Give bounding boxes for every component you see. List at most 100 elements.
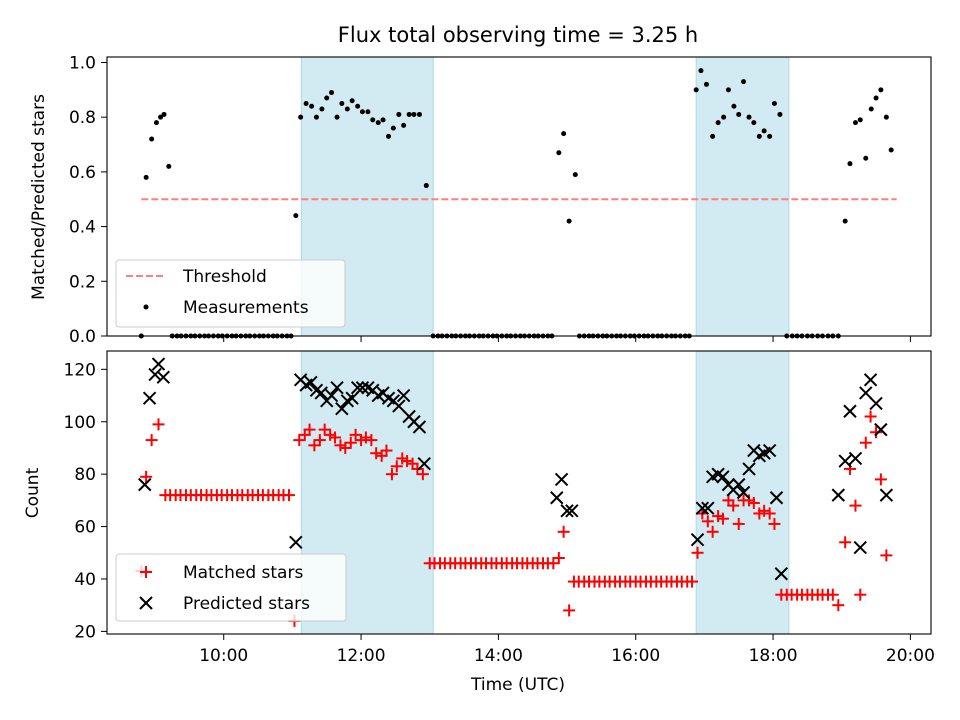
predicted-star-point — [859, 386, 873, 400]
predicted-star-point — [560, 504, 574, 518]
predicted-star-point — [853, 540, 867, 555]
matched-star-point — [557, 525, 570, 538]
measurement-point — [703, 81, 709, 87]
measurement-point — [756, 133, 762, 139]
top-shaded-interval — [695, 56, 790, 337]
bottom-ytick-label: 20 — [74, 622, 96, 642]
predicted-star-point — [736, 485, 751, 500]
measurement-point — [572, 172, 578, 178]
measurement-point — [309, 103, 315, 109]
measurement-point — [698, 68, 704, 74]
predicted-star-point — [392, 399, 406, 413]
matched-star-point — [691, 546, 704, 559]
matched-star-point — [732, 517, 745, 530]
measurement-point — [888, 147, 894, 153]
measurement-point — [406, 111, 412, 117]
top-ytick-label: 0.2 — [69, 272, 96, 292]
predicted-star-point — [732, 477, 746, 492]
matched-star-point — [563, 604, 576, 617]
top-ytick-label: 0.8 — [69, 108, 96, 128]
matched-star-point — [313, 434, 326, 447]
measurement-point — [365, 109, 371, 115]
measurement-point — [868, 106, 874, 112]
measurement-point — [390, 125, 396, 131]
measurement-point — [416, 111, 422, 117]
matched-star-point — [763, 507, 776, 520]
measurement-point — [359, 109, 365, 115]
matched-star-point — [293, 434, 306, 447]
predicted-star-point — [350, 380, 365, 395]
predicted-star-point — [412, 420, 427, 434]
matched-star-point — [145, 434, 158, 447]
predicted-star-point — [417, 456, 431, 471]
measurement-point — [319, 106, 325, 112]
measurement-point — [158, 114, 164, 120]
measurement-point — [396, 111, 402, 117]
legend-predicted-label: Predicted stars — [183, 594, 310, 614]
predicted-star-point — [156, 370, 171, 384]
bottom-ytick-label: 120 — [64, 360, 96, 380]
measurement-point — [847, 161, 853, 167]
measurement-point — [736, 111, 742, 117]
measurement-point — [386, 133, 392, 139]
matched-star-point — [370, 447, 383, 460]
measurement-point — [873, 95, 879, 101]
measurement-point — [863, 155, 869, 161]
predicted-star-point — [565, 504, 579, 518]
matched-star-point — [686, 575, 699, 588]
measurement-point — [852, 120, 858, 126]
predicted-star-point — [289, 535, 303, 549]
measurement-point — [161, 111, 167, 117]
bottom-ylabel: Count — [23, 467, 43, 518]
legend-predicted-swatch — [139, 596, 153, 610]
predicted-star-point — [550, 491, 564, 505]
measurement-point — [883, 114, 889, 120]
predicted-star-point — [396, 388, 411, 403]
bottom-ytick-label: 60 — [74, 518, 96, 538]
predicted-star-point — [314, 386, 328, 400]
measurement-point — [349, 98, 355, 104]
matched-star-point — [339, 441, 352, 454]
measurement-point — [710, 133, 716, 139]
predicted-star-point — [831, 488, 846, 502]
predicted-star-point — [554, 472, 569, 487]
matched-star-point — [390, 460, 403, 473]
matched-star-point — [706, 525, 719, 538]
top-ytick-label: 0.4 — [69, 218, 96, 238]
matched-star-point — [768, 517, 781, 530]
predicted-star-point — [879, 488, 894, 502]
measurement-point — [344, 106, 350, 112]
legend-matched-label: Matched stars — [183, 563, 303, 583]
measurement-point — [303, 101, 309, 106]
matched-star-point — [880, 549, 893, 562]
matched-star-point — [380, 444, 393, 457]
matched-star-point — [870, 426, 883, 439]
predicted-star-point — [345, 391, 359, 405]
matched-star-point — [152, 418, 165, 431]
predicted-star-point — [874, 422, 888, 437]
legend-threshold-label: Threshold — [182, 267, 267, 287]
measurement-point — [731, 103, 737, 109]
top-panel: 0.0 0.2 0.4 0.6 0.8 1.0 Matched/Predicted sta… — [29, 53, 932, 347]
measurement-point — [380, 117, 386, 123]
predicted-star-point — [742, 462, 756, 476]
predicted-star-point — [769, 491, 784, 505]
predicted-star-point — [304, 375, 318, 390]
matched-star-point — [826, 588, 839, 601]
measurement-point — [741, 79, 747, 85]
measurement-point — [334, 114, 340, 120]
measurement-point — [721, 114, 727, 120]
measurement-point — [878, 87, 884, 93]
predicted-star-point — [869, 396, 883, 411]
measurement-point — [401, 122, 407, 128]
bottom-xtick-label: 14:00 — [474, 646, 523, 666]
matched-star-point — [859, 436, 872, 449]
top-ytick-label: 0.6 — [69, 163, 96, 183]
measurement-point — [771, 101, 777, 106]
predicted-star-point — [863, 373, 878, 387]
matched-star-point — [552, 552, 565, 565]
bottom-xtick-label: 16:00 — [611, 646, 660, 666]
matched-star-point — [344, 436, 357, 449]
predicted-star-point — [324, 388, 339, 403]
measurement-point — [725, 87, 731, 93]
